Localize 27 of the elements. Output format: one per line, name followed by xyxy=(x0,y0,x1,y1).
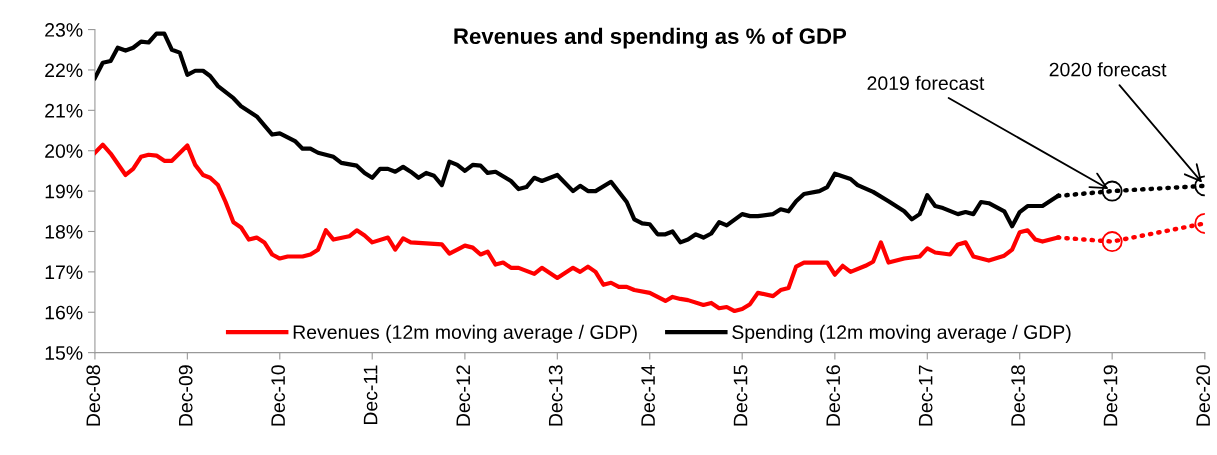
y-tick-label: 21% xyxy=(45,103,83,118)
annotation: 2020 forecast xyxy=(1049,62,1167,77)
x-tick-label: Dec-09 xyxy=(178,365,193,426)
x-tick-label: Dec-18 xyxy=(1011,365,1025,426)
y-tick-label: 17% xyxy=(45,265,83,280)
x-tick-label: Dec-19 xyxy=(1103,365,1118,426)
annotation: 2019 forecast xyxy=(867,75,985,91)
x-tick-label: Dec-14 xyxy=(641,365,655,426)
legend-label: Revenues (12m moving average / GDP) xyxy=(293,324,637,343)
y-tick-label: 20% xyxy=(45,144,83,158)
x-tick-label: Dec-13 xyxy=(548,365,563,426)
x-tick-label: Dec-16 xyxy=(826,365,841,426)
x-tick-label: Dec-20 xyxy=(1196,365,1211,426)
y-tick-label: 23% xyxy=(45,23,83,37)
x-tick-label: Dec-11 xyxy=(363,365,378,425)
legend-label: Spending (12m moving average / GDP) xyxy=(732,324,1071,343)
x-tick-label: Dec-17 xyxy=(918,365,933,426)
y-tick-label: 15% xyxy=(45,346,83,360)
y-tick-label: 19% xyxy=(45,184,83,199)
x-tick-label: Dec-12 xyxy=(456,365,471,426)
x-tick-label: Dec-10 xyxy=(271,365,285,426)
y-tick-label: 16% xyxy=(45,305,83,320)
x-tick-label: Dec-08 xyxy=(86,365,101,426)
y-tick-label: 22% xyxy=(45,63,83,78)
x-tick-label: Dec-15 xyxy=(733,365,748,426)
chart-title: Revenues and spending as % of GDP xyxy=(454,27,847,49)
y-tick-label: 18% xyxy=(45,224,83,239)
